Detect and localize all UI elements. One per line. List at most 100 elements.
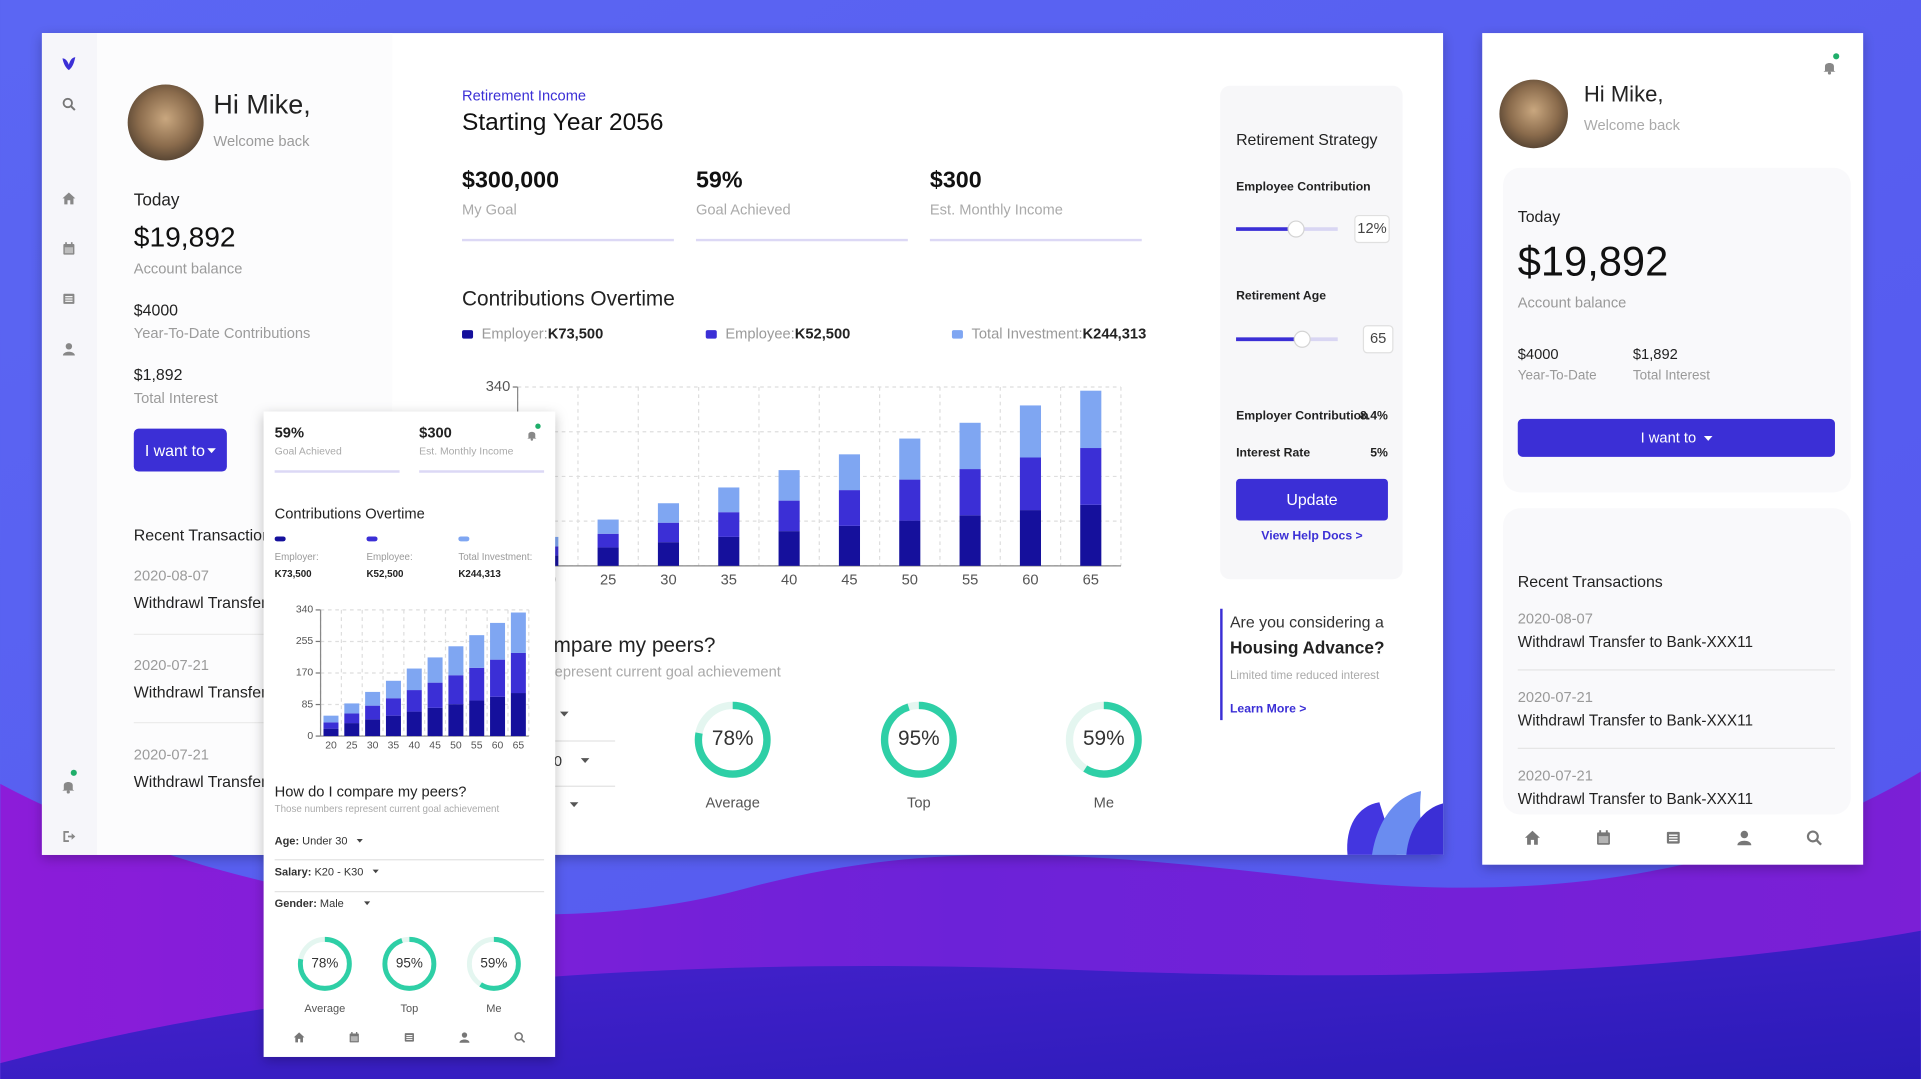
dropdown-caret[interactable] [364,901,371,906]
bar-segment [365,719,381,737]
value-box[interactable] [1354,214,1390,244]
want-to-button[interactable] [133,428,227,472]
donut-label: Me [486,1003,501,1015]
list-icon[interactable] [63,293,75,304]
bar-segment [510,693,526,737]
bar-segment [959,469,981,516]
bar-segment [365,691,381,706]
bar-segment [899,479,921,521]
chart-title: How do I compare my peers? [275,784,467,800]
stat-label: My Goal [462,203,517,219]
avatar [127,84,204,161]
dropdown-caret [1703,436,1713,441]
dropdown-caret[interactable] [580,758,590,764]
x-tick-label: 40 [408,741,420,752]
y-tick-label: 0 [307,731,313,742]
dropdown-caret[interactable] [372,869,379,874]
amount: $4000 [134,302,178,319]
bar-segment [385,698,401,716]
bar-segment [597,533,619,548]
bar-segment [490,622,506,660]
section-title: Recent Transactions [1518,574,1663,591]
x-tick-label: 60 [1022,572,1038,588]
stat-label: Goal Achieved [696,203,791,219]
bar-segment [406,668,422,691]
bar-segment [657,522,680,543]
donut-label: Average [705,795,759,811]
transaction-text: Withdrawl Transfer to Bank-XXX11 [1518,634,1753,651]
list-icon[interactable] [404,1033,414,1042]
notification-dot [535,423,541,429]
value-box[interactable] [1362,325,1394,354]
eyebrow: Retirement Income [462,89,586,105]
donut-arc [382,936,437,991]
amount: $1,892 [1633,347,1678,363]
transaction-date: 2020-07-21 [1518,768,1593,784]
filter-value: K20 - K30 [314,867,363,879]
slider-knob[interactable] [1287,220,1305,238]
amount: $4000 [1518,347,1559,363]
bar-segment [597,547,619,566]
donut-value: 59% [1083,727,1125,750]
bar-segment [323,722,339,729]
bar-segment [406,711,422,737]
dropdown-caret[interactable] [569,802,579,808]
bar-segment [657,503,680,523]
donut-value: 78% [311,955,338,970]
promo-text: Limited time reduced interest [1230,669,1380,682]
transactions-card [1503,508,1851,815]
dropdown-caret[interactable] [560,711,569,717]
bar-segment [448,646,464,676]
field-value: 5% [1370,445,1388,459]
calendar-icon[interactable] [63,242,75,255]
link: Learn More > [1230,701,1307,715]
field-label: Retirement Age [1236,289,1326,303]
link: View Help Docs > [1261,529,1362,543]
slider-knob[interactable] [1293,330,1311,348]
field-label: Employee Contribution [1236,180,1371,194]
legend-total: K52,500 [366,569,404,580]
brand-mark [1347,791,1444,855]
x-tick-label: 50 [902,572,918,588]
y-tick-label: 85 [302,699,314,710]
greeting: Hi Mike, [213,90,310,120]
want-to-button[interactable] [1517,418,1835,457]
y-tick-label: 255 [296,636,314,647]
filter-label: Gender: [275,898,317,910]
bar-segment [778,500,800,532]
legend-name: Employee: [366,552,412,563]
transaction-date: 2020-08-07 [134,569,209,585]
donut-arc [297,936,352,991]
update-button[interactable] [1236,478,1388,521]
card-title: Retirement Strategy [1236,132,1377,149]
filter-value: Under 30 [302,835,347,847]
x-tick-label: 30 [660,572,676,588]
notification-dot [1833,53,1840,60]
stat-label: Est. Monthly Income [419,447,513,458]
bar-segment [427,657,443,683]
bar-segment [510,612,526,653]
button-label: Update [1286,492,1337,509]
caption: Total Interest [134,391,218,407]
bar-segment [344,723,360,737]
x-tick-label: 65 [1083,572,1099,588]
legend-name: Total Investment: [972,326,1083,342]
calendar-icon[interactable] [349,1032,359,1043]
list-icon[interactable] [1666,831,1680,844]
bar-segment [323,728,339,737]
transaction-date: 2020-07-21 [1518,690,1593,706]
donut-arc [466,936,521,991]
legend-name: Employer: [482,326,548,342]
dropdown-caret[interactable] [356,838,363,843]
section-label: Today [1518,209,1560,226]
transaction-text: Withdrawl Transfer to Bank-XXX11 [1518,712,1753,729]
x-tick-label: 60 [492,741,504,752]
filter: Salary: K20 - K30 [275,867,364,879]
calendar-icon[interactable] [1597,830,1610,845]
chart-subtitle: Those numbers represent current goal ach… [275,804,500,815]
donut-arc [880,701,957,778]
filter-label: Salary: [275,867,312,879]
